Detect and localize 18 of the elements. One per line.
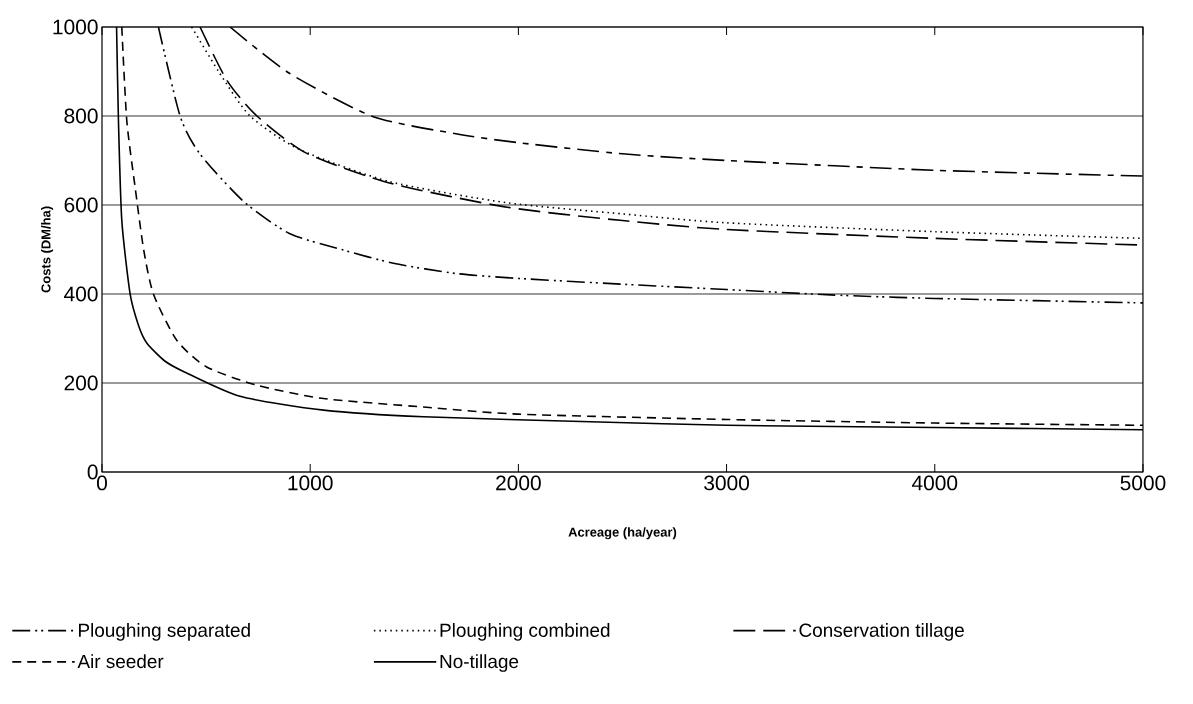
x-tick-label: 2000 [496,475,541,491]
y-tick-label: 1000 [53,19,98,35]
y-tick-label: 200 [64,375,98,391]
y-tick-label: 800 [64,108,98,124]
y-tick-label: 600 [64,197,98,213]
legend-label: Ploughing combined [440,623,610,641]
x-tick-label: 3000 [704,475,750,491]
legend-label: Air seeder [77,654,164,669]
x-tick-label: 4000 [911,475,958,491]
y-axis-title: Costs (DM/ha) [41,206,54,293]
x-tick-label: 1000 [288,475,333,491]
x-tick-label: 5000 [1120,475,1166,491]
x-axis-title: Acreage (ha/year) [568,527,677,540]
legend-label: Ploughing separated [79,623,250,641]
y-tick-label: 0 [87,464,98,480]
y-tick-label: 400 [64,286,98,302]
legend-label: No-tillage [440,654,519,672]
legend-label: Conservation tillage [799,623,964,641]
